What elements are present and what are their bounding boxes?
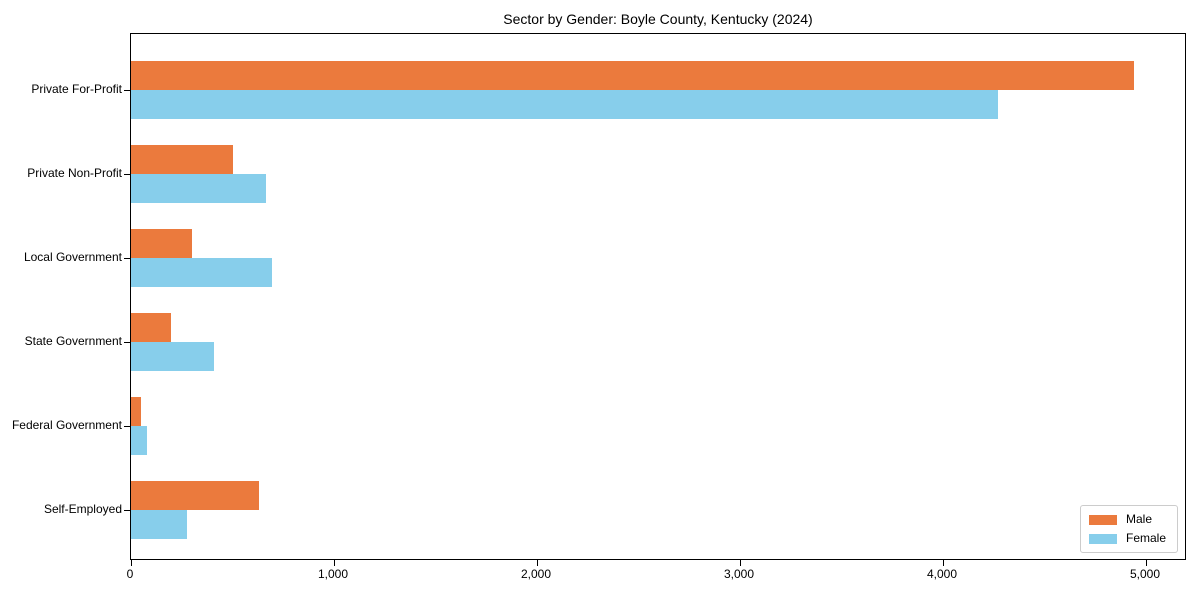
y-axis-labels: Private For-Profit Private Non-Profit Loca… <box>0 33 122 560</box>
female-bar <box>131 426 147 455</box>
legend-swatch <box>1088 533 1117 544</box>
y-tick-label: Private For-Profit <box>31 82 122 96</box>
x-tick-label: 1,000 <box>317 567 349 581</box>
legend-label: Male <box>1125 512 1152 526</box>
female-bar <box>131 342 214 371</box>
y-tick-label: State Government <box>24 334 122 348</box>
y-tick-label: Federal Government <box>11 418 122 432</box>
x-tick-label: 3,000 <box>723 567 755 581</box>
male-bar <box>131 481 259 510</box>
y-tick-mark <box>124 426 130 427</box>
male-bar <box>131 61 1134 90</box>
x-tick-mark <box>334 560 335 566</box>
y-tick-mark <box>124 174 130 175</box>
legend-label: Female <box>1125 531 1166 545</box>
male-bar <box>131 313 171 342</box>
legend: Male Female <box>1079 505 1178 553</box>
female-bar <box>131 258 272 287</box>
x-tick-mark <box>943 560 944 566</box>
x-tick-label: 0 <box>126 567 134 581</box>
legend-entry: Male <box>1088 512 1166 526</box>
y-tick-mark <box>124 258 130 259</box>
male-bar <box>131 145 233 174</box>
female-bar <box>131 510 187 539</box>
y-tick-label: Self-Employed <box>43 502 122 516</box>
male-bar <box>131 397 141 426</box>
chart-title: Sector by Gender: Boyle County, Kentucky… <box>503 11 813 27</box>
legend-swatch <box>1088 514 1117 525</box>
male-bar <box>131 229 192 258</box>
y-tick-mark <box>124 510 130 511</box>
x-tick-mark <box>537 560 538 566</box>
female-bar <box>131 90 998 119</box>
plot-area: Male Female <box>124 33 1186 566</box>
legend-entry: Female <box>1088 531 1166 545</box>
y-tick-mark <box>124 90 130 91</box>
y-tick-mark <box>124 342 130 343</box>
x-tick-mark <box>1146 560 1147 566</box>
x-tick-mark <box>740 560 741 566</box>
x-tick-label: 4,000 <box>926 567 958 581</box>
y-tick-label: Private Non-Profit <box>27 166 122 180</box>
x-tick-mark <box>131 560 132 566</box>
x-tick-label: 5,000 <box>1129 567 1161 581</box>
x-tick-label: 2,000 <box>520 567 552 581</box>
female-bar <box>131 174 266 203</box>
y-tick-label: Local Government <box>23 250 122 264</box>
